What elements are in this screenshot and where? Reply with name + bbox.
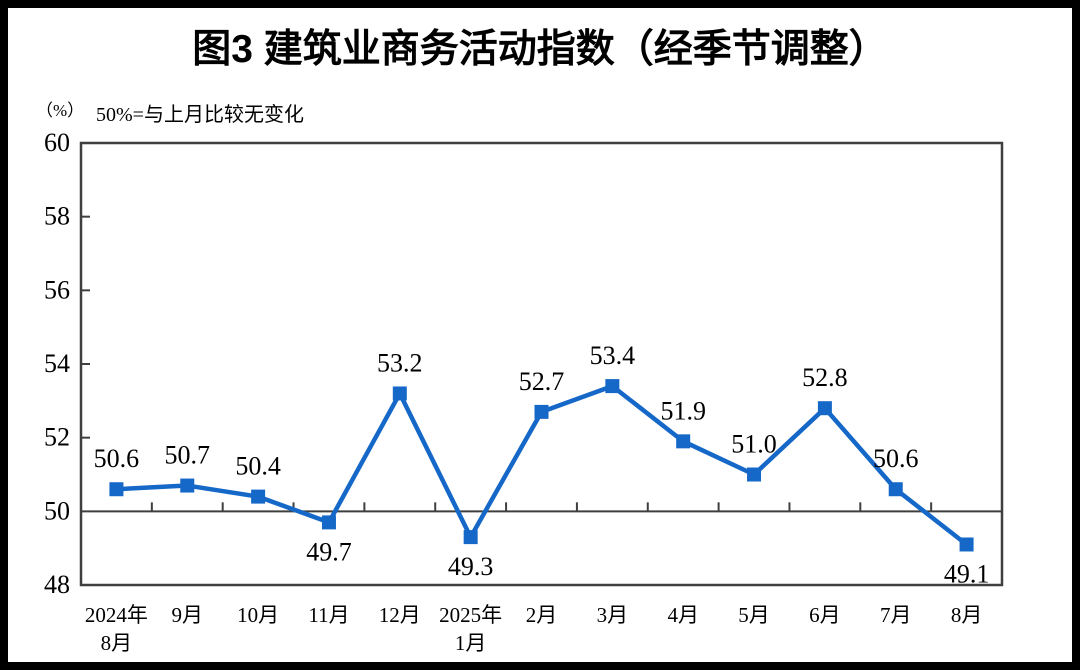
data-point-marker bbox=[251, 489, 266, 504]
x-axis-category-label: 2月 bbox=[526, 603, 558, 627]
data-point-marker bbox=[817, 401, 832, 416]
baseline-note-label: 50%=与上月比较无变化 bbox=[96, 104, 304, 126]
x-axis-category-label: 6月 bbox=[809, 603, 841, 627]
x-axis-category-label: 11月 bbox=[308, 603, 349, 627]
data-point-marker bbox=[676, 434, 691, 449]
data-point-label: 50.6 bbox=[94, 444, 140, 473]
plot-area-frame bbox=[79, 141, 1004, 587]
data-point-label: 50.4 bbox=[235, 452, 281, 481]
x-axis-category-label: 5月 bbox=[738, 603, 770, 627]
data-point-marker bbox=[605, 379, 620, 394]
y-axis-tick-label: 60 bbox=[44, 128, 70, 157]
y-axis-tick-label: 48 bbox=[44, 570, 70, 599]
data-point-label: 51.0 bbox=[731, 430, 777, 459]
y-axis-tick-label: 56 bbox=[44, 275, 70, 304]
data-point-label: 53.2 bbox=[377, 348, 423, 377]
data-point-marker bbox=[534, 404, 549, 419]
x-axis-category-label: 7月 bbox=[880, 603, 912, 627]
x-axis-category-label: 4月 bbox=[667, 603, 699, 627]
x-axis-category-label: 2024年 8月 bbox=[85, 603, 148, 655]
data-point-label: 49.3 bbox=[448, 552, 494, 581]
line-chart-plot: 48 50 52 54 56 58 60 2024年 8月 9月 10月 11月 12月 2025年 1月 2… bbox=[44, 128, 1004, 655]
x-axis-category-label: 12月 bbox=[379, 603, 421, 627]
data-point-marker bbox=[747, 467, 762, 482]
y-axis-tick-label: 54 bbox=[44, 349, 70, 378]
x-axis-category-label: 3月 bbox=[597, 603, 629, 627]
data-point-marker bbox=[321, 515, 336, 530]
data-point-label: 53.4 bbox=[590, 341, 636, 370]
data-point-marker bbox=[888, 482, 903, 497]
y-axis-tick-label: 52 bbox=[44, 423, 70, 452]
data-point-label: 49.7 bbox=[306, 537, 352, 566]
chart-title: 图3 建筑业商务活动指数（经季节调整） bbox=[192, 28, 888, 71]
x-axis-category-label: 9月 bbox=[172, 603, 204, 627]
data-point-label: 50.6 bbox=[873, 444, 919, 473]
data-point-marker bbox=[463, 530, 478, 545]
data-point-label: 50.7 bbox=[165, 441, 211, 470]
x-axis-category-label: 8月 bbox=[951, 603, 983, 627]
data-point-marker bbox=[959, 537, 974, 552]
x-axis-category-label: 2025年 1月 bbox=[439, 603, 502, 655]
data-point-marker bbox=[109, 482, 124, 497]
y-axis-unit-label: （%） bbox=[36, 101, 85, 120]
y-axis-tick-label: 58 bbox=[44, 202, 70, 231]
data-point-label: 49.1 bbox=[944, 559, 990, 588]
data-point-label: 52.7 bbox=[519, 367, 565, 396]
x-axis-category-label: 10月 bbox=[237, 603, 279, 627]
data-point-label: 52.8 bbox=[802, 363, 848, 392]
data-point-marker bbox=[180, 478, 195, 493]
data-point-marker bbox=[392, 386, 407, 401]
y-axis-tick-label: 50 bbox=[44, 496, 70, 525]
data-point-label: 51.9 bbox=[660, 396, 706, 425]
